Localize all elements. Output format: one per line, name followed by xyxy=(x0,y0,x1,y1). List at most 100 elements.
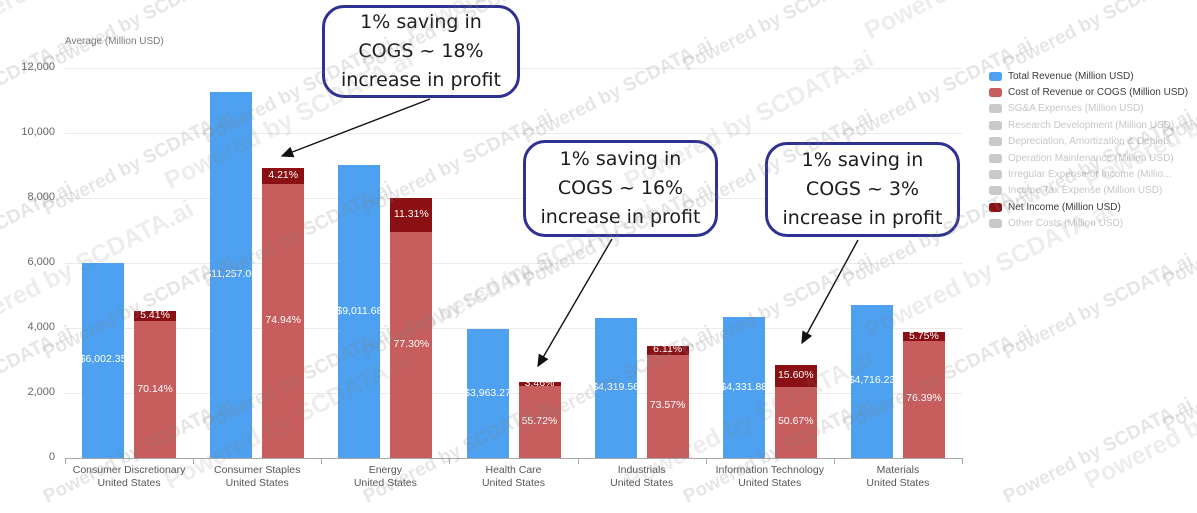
cogs-bar[interactable] xyxy=(902,340,945,458)
legend-label: Irregular Expense or Income (Millio... xyxy=(1008,169,1172,181)
cogs-bar[interactable] xyxy=(774,386,817,458)
legend-label: Cost of Revenue or COGS (Million USD) xyxy=(1008,87,1189,99)
cogs-bar[interactable] xyxy=(262,183,305,458)
legend-swatch xyxy=(989,120,1002,130)
x-axis-tick xyxy=(193,458,195,464)
cogs-pct-label: 76.39% xyxy=(906,392,942,405)
legend-swatch xyxy=(989,186,1002,196)
net-income-cap[interactable] xyxy=(646,346,689,355)
net-income-pct-label: 6.11% xyxy=(653,343,683,356)
legend-item[interactable]: Total Revenue (Million USD) xyxy=(989,68,1188,84)
x-axis-tick xyxy=(577,458,579,464)
legend-item[interactable]: Income Tax Expense (Million USD) xyxy=(989,183,1188,199)
cogs-bar[interactable] xyxy=(518,386,561,458)
net-income-cap[interactable] xyxy=(390,198,433,232)
revenue-bar[interactable] xyxy=(338,165,381,458)
x-axis-line xyxy=(65,458,962,459)
legend: Total Revenue (Million USD) Cost of Reven… xyxy=(989,68,1188,232)
category-label-line2: United States xyxy=(866,477,930,489)
revenue-value-label: $11,257.06 xyxy=(205,268,258,281)
legend-item[interactable]: Irregular Expense or Income (Millio... xyxy=(989,166,1188,182)
legend-label: Other Costs (Million USD) xyxy=(1008,218,1124,230)
net-income-cap[interactable] xyxy=(774,364,817,387)
revenue-value-label: $6,002.35 xyxy=(79,353,127,366)
y-tick-label: 12,000 xyxy=(21,61,55,73)
legend-item[interactable]: Research Development (Million USD) xyxy=(989,117,1188,133)
revenue-value-label: $9,011.68 xyxy=(336,304,383,317)
legend-swatch xyxy=(989,219,1002,229)
revenue-bar[interactable] xyxy=(466,329,509,458)
y-tick-label: 8,000 xyxy=(27,191,55,203)
legend-item[interactable]: Depreciation, Amortization & Deplet... xyxy=(989,134,1188,150)
legend-swatch xyxy=(989,88,1002,98)
gridline xyxy=(65,68,962,69)
category-label-line2: United States xyxy=(225,477,289,489)
gridline xyxy=(65,393,962,394)
category-label-line1: Information Technology xyxy=(715,464,824,476)
gridline xyxy=(65,328,962,329)
revenue-value-label: $4,331.88 xyxy=(720,380,768,393)
legend-label: Operation Maintenance (Million USD) xyxy=(1008,152,1174,164)
legend-swatch xyxy=(989,153,1002,163)
category-label-line1: Consumer Discretionary xyxy=(72,464,186,476)
category-label-line2: United States xyxy=(610,477,674,489)
x-axis-tick xyxy=(705,458,707,464)
y-tick-label: 4,000 xyxy=(27,321,55,333)
category-label-line1: Energy xyxy=(368,464,402,476)
cogs-pct-label: 55.72% xyxy=(521,415,558,428)
cogs-pct-label: 70.14% xyxy=(137,382,173,395)
x-axis-tick xyxy=(65,458,66,464)
legend-label: SG&A Expenses (Million USD) xyxy=(1008,103,1144,115)
cogs-pct-label: 77.30% xyxy=(393,337,430,350)
legend-item[interactable]: Net Income (Million USD) xyxy=(989,199,1188,215)
net-income-pct-label: 4.21% xyxy=(268,169,299,182)
category-label-line2: United States xyxy=(97,477,161,489)
category-label-line1: Health Care xyxy=(485,464,542,476)
cogs-pct-label: 74.94% xyxy=(265,313,302,326)
legend-item[interactable]: Operation Maintenance (Million USD) xyxy=(989,150,1188,166)
legend-label: Research Development (Million USD) xyxy=(1008,119,1175,131)
legend-item[interactable]: Cost of Revenue or COGS (Million USD) xyxy=(989,84,1188,100)
gridline xyxy=(65,198,962,199)
revenue-value-label: $4,319.56 xyxy=(592,380,639,393)
y-tick-label: 10,000 xyxy=(21,126,55,138)
x-axis-tick xyxy=(833,458,835,464)
gridline xyxy=(65,263,962,264)
revenue-bar[interactable] xyxy=(210,92,253,458)
x-axis-tick xyxy=(962,458,963,464)
net-income-cap[interactable] xyxy=(902,332,945,341)
net-income-cap[interactable] xyxy=(262,168,305,184)
cogs-pct-label: 73.57% xyxy=(649,399,686,412)
cogs-pct-label: 50.67% xyxy=(777,415,814,428)
category-label-line2: United States xyxy=(481,477,546,489)
y-tick-label: 2,000 xyxy=(27,386,55,398)
category-label-line2: United States xyxy=(738,477,802,489)
category-label-line1: Consumer Staples xyxy=(214,464,301,476)
legend-label: Income Tax Expense (Million USD) xyxy=(1008,185,1163,197)
net-income-cap[interactable] xyxy=(134,310,177,322)
revenue-bar[interactable] xyxy=(722,317,765,458)
y-axis-title: Average (Million USD) xyxy=(65,36,164,47)
net-income-pct-label: 3.46% xyxy=(524,377,555,389)
y-tick-label: 0 xyxy=(48,451,55,463)
legend-swatch xyxy=(989,104,1002,114)
net-income-cap[interactable] xyxy=(518,381,561,387)
category-label-line1: Materials xyxy=(876,464,920,476)
x-axis-tick xyxy=(449,458,451,464)
legend-swatch xyxy=(989,170,1002,180)
category-label-line1: Industrials xyxy=(617,464,666,476)
legend-item[interactable]: Other Costs (Million USD) xyxy=(989,216,1188,232)
legend-label: Total Revenue (Million USD) xyxy=(1008,70,1134,82)
net-income-pct-label: 5.75% xyxy=(909,329,939,342)
cogs-bar[interactable] xyxy=(390,231,433,458)
revenue-bar[interactable] xyxy=(82,262,125,458)
legend-swatch xyxy=(989,202,1002,212)
revenue-value-label: $4,716.23 xyxy=(848,374,896,387)
legend-swatch xyxy=(989,71,1002,81)
cogs-bar[interactable] xyxy=(134,321,177,458)
category-label-line2: United States xyxy=(353,477,417,489)
cogs-bar[interactable] xyxy=(646,354,689,458)
legend-item[interactable]: SG&A Expenses (Million USD) xyxy=(989,101,1188,117)
legend-swatch xyxy=(989,137,1002,147)
